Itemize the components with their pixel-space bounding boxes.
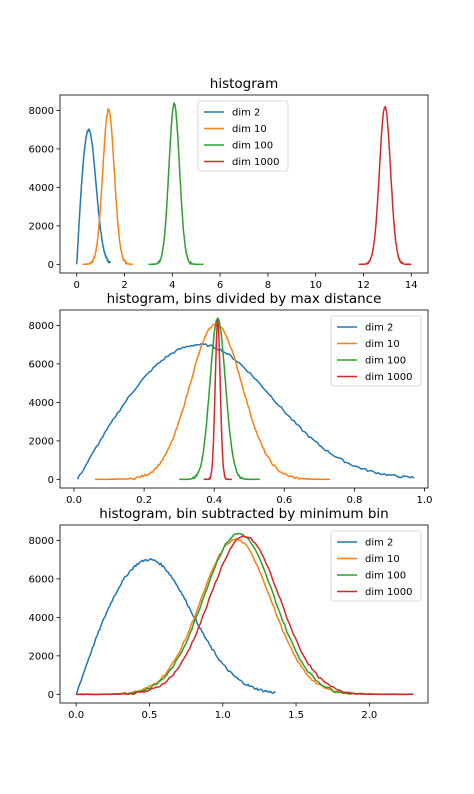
y-tick-label: 4000 bbox=[29, 398, 54, 409]
legend: dim 2 dim 10 dim 100 dim 1000 bbox=[330, 315, 422, 387]
y-tick-label: 8000 bbox=[29, 106, 54, 117]
legend-label: dim 2 bbox=[232, 108, 260, 119]
y-tick-label: 6000 bbox=[29, 574, 54, 585]
series-line-dim-1000 bbox=[203, 320, 233, 481]
subplot-3: histogram, bin subtracted by minimum bin… bbox=[29, 506, 429, 721]
axes-frame bbox=[59, 309, 429, 489]
legend-box bbox=[197, 100, 289, 172]
x-tick-label: 4 bbox=[169, 280, 175, 291]
legend-label: dim 1000 bbox=[232, 157, 280, 168]
y-tick-label: 8000 bbox=[29, 536, 54, 547]
series-line-dim-2 bbox=[75, 558, 276, 695]
legend-label: dim 10 bbox=[365, 554, 400, 565]
x-tick-label: 6 bbox=[217, 280, 223, 291]
series-line-dim-10 bbox=[82, 108, 134, 266]
x-tick-label: 14 bbox=[405, 280, 418, 291]
x-tick-label: 1.5 bbox=[288, 710, 304, 721]
axes-frame bbox=[59, 524, 429, 704]
legend-label: dim 100 bbox=[365, 571, 406, 582]
x-tick-label: 0.6 bbox=[276, 495, 292, 506]
x-tick-label: 0.4 bbox=[206, 495, 222, 506]
legend: dim 2 dim 10 dim 100 dim 1000 bbox=[330, 530, 422, 602]
x-tick-label: 1.0 bbox=[417, 495, 433, 506]
subplot-1: histogram 0 2 4 6 8 10 12 14 0 2000 4000 6000 8000 dim… bbox=[29, 76, 429, 291]
x-tick-label: 12 bbox=[357, 280, 370, 291]
x-tick-label: 0.0 bbox=[66, 495, 82, 506]
y-tick-label: 4000 bbox=[29, 183, 54, 194]
y-tick-label: 2000 bbox=[29, 651, 54, 662]
x-tick-label: 0 bbox=[74, 280, 80, 291]
legend-label: dim 100 bbox=[365, 356, 406, 367]
y-tick-label: 6000 bbox=[29, 359, 54, 370]
series-line-dim-1000 bbox=[76, 535, 414, 696]
legend-label: dim 10 bbox=[232, 124, 267, 135]
y-tick-label: 2000 bbox=[29, 221, 54, 232]
y-tick-label: 2000 bbox=[29, 436, 54, 447]
y-tick-label: 6000 bbox=[29, 144, 54, 155]
y-tick-label: 4000 bbox=[29, 613, 54, 624]
x-tick-label: 0.0 bbox=[68, 710, 84, 721]
series-line-dim-2 bbox=[75, 128, 111, 265]
y-tick-label: 0 bbox=[48, 690, 54, 701]
x-tick-label: 1.0 bbox=[215, 710, 231, 721]
legend-box bbox=[330, 530, 422, 602]
legend-label: dim 10 bbox=[365, 339, 400, 350]
legend-label: dim 2 bbox=[365, 538, 393, 549]
x-tick-label: 8 bbox=[265, 280, 271, 291]
axes-frame bbox=[59, 94, 429, 274]
legend: dim 2 dim 10 dim 100 dim 1000 bbox=[197, 100, 289, 172]
chart-title: histogram, bins divided by max distance bbox=[107, 291, 382, 307]
x-tick-label: 2.0 bbox=[361, 710, 377, 721]
legend-label: dim 1000 bbox=[365, 372, 413, 383]
x-tick-label: 10 bbox=[309, 280, 322, 291]
x-tick-label: 0.2 bbox=[136, 495, 152, 506]
x-tick-label: 0.5 bbox=[141, 710, 157, 721]
y-tick-label: 8000 bbox=[29, 321, 54, 332]
subplot-2: histogram, bins divided by max distance 0… bbox=[29, 291, 433, 506]
legend-box bbox=[330, 315, 422, 387]
series-line-dim-2 bbox=[76, 342, 415, 480]
series-line-dim-100 bbox=[178, 317, 261, 481]
y-tick-label: 0 bbox=[48, 475, 54, 486]
legend-label: dim 100 bbox=[232, 141, 273, 152]
series-line-dim-1000 bbox=[358, 105, 412, 266]
chart-title: histogram, bin subtracted by minimum bin bbox=[99, 506, 388, 522]
x-tick-label: 2 bbox=[121, 280, 127, 291]
x-tick-label: 0.8 bbox=[346, 495, 362, 506]
legend-label: dim 1000 bbox=[365, 587, 413, 598]
y-tick-label: 0 bbox=[48, 260, 54, 271]
chart-title: histogram bbox=[210, 76, 278, 92]
series-line-dim-100 bbox=[148, 102, 204, 266]
legend-label: dim 2 bbox=[365, 323, 393, 334]
series-line-dim-10 bbox=[95, 323, 330, 481]
